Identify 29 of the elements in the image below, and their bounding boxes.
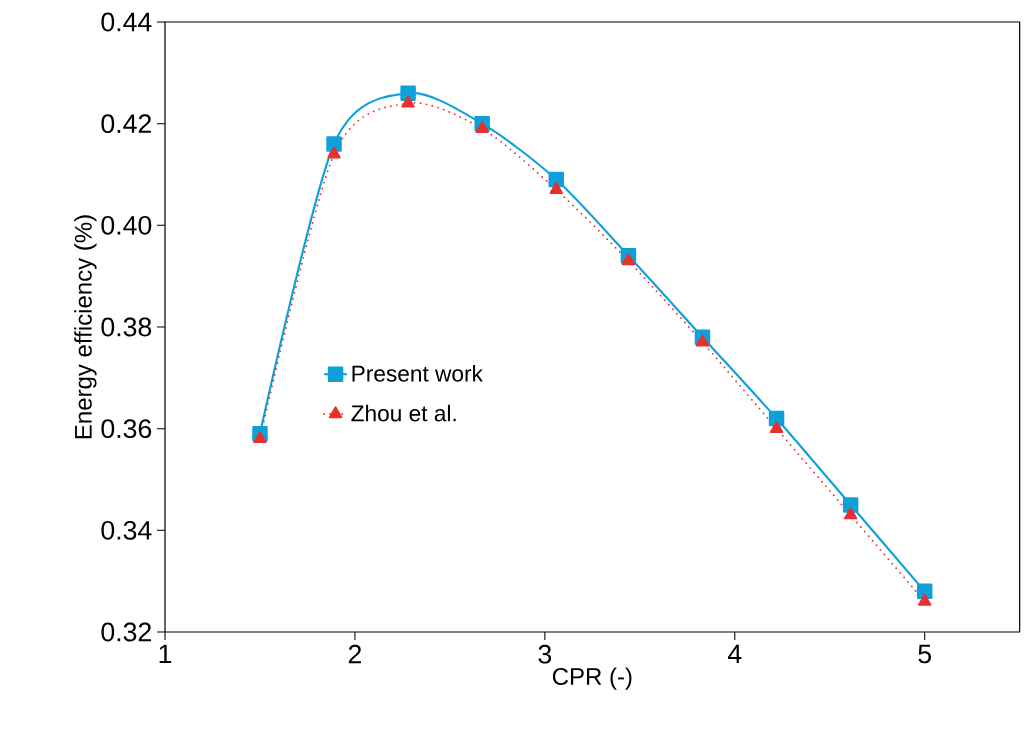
x-tick-label: 1 bbox=[159, 644, 172, 664]
y-tick-label: 0.44 bbox=[101, 12, 152, 32]
point bbox=[695, 334, 710, 347]
point bbox=[400, 85, 416, 101]
point bbox=[843, 507, 858, 520]
y-tick-label: 0.36 bbox=[101, 419, 152, 439]
point bbox=[769, 421, 784, 433]
x-tick-label: 2 bbox=[348, 644, 361, 664]
x-tick-label: 3 bbox=[538, 644, 552, 664]
y-axis-title: Energy efficiency (%) bbox=[74, 215, 97, 439]
point bbox=[621, 253, 636, 266]
point bbox=[918, 593, 932, 606]
legend-label: Present work bbox=[352, 365, 483, 382]
point bbox=[401, 95, 415, 108]
y-tick-label: 0.42 bbox=[101, 114, 151, 134]
point bbox=[327, 146, 341, 159]
x-tick-label: 5 bbox=[918, 644, 932, 664]
point bbox=[253, 431, 267, 444]
point bbox=[549, 182, 563, 195]
legend-label: Zhou et al. bbox=[351, 404, 456, 422]
point bbox=[475, 121, 489, 134]
y-tick-label: 0.40 bbox=[101, 215, 152, 235]
y-tick-label: 0.38 bbox=[101, 317, 152, 337]
x-axis-title: CPR (-) bbox=[552, 667, 632, 690]
y-tick-label: 0.32 bbox=[101, 622, 151, 642]
point bbox=[326, 136, 342, 152]
point bbox=[842, 497, 859, 513]
y-tick-label: 0.34 bbox=[101, 520, 152, 540]
x-tick-label: 4 bbox=[727, 644, 742, 664]
